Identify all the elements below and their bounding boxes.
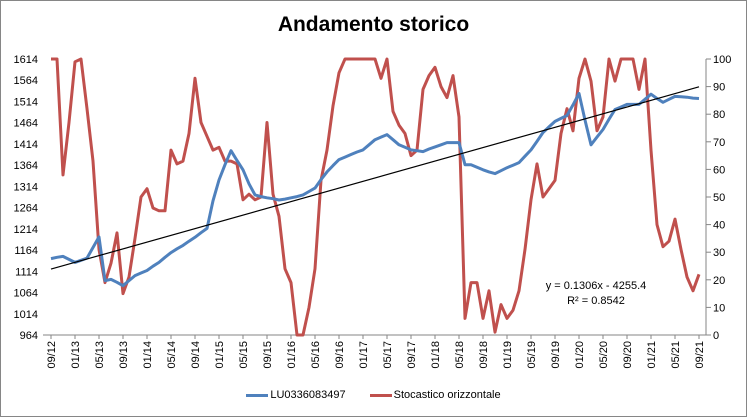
x-tick-label: 05/16 [310, 341, 322, 369]
series-line-stochastic [51, 57, 701, 337]
x-tick-label: 05/21 [670, 341, 682, 369]
x-tick-label: 09/14 [190, 341, 202, 369]
x-tick-label: 05/13 [94, 341, 106, 369]
legend-label: LU0336083497 [270, 389, 346, 401]
y-right-tick-label: 30 [713, 247, 725, 259]
legend-item-fund: LU0336083497 [246, 389, 346, 401]
y-left-tick-label: 1364 [14, 160, 38, 172]
y-left-tick-label: 1214 [14, 224, 38, 236]
trendline-r2-text: R² = 0.8542 [567, 295, 625, 307]
x-tick-label: 01/17 [358, 341, 370, 369]
y-left-tick-label: 1614 [14, 54, 38, 66]
y-left-tick-label: 964 [20, 330, 38, 342]
series-line-fund [50, 91, 700, 288]
y-right-tick-label: 40 [713, 220, 725, 232]
x-tick-label: 01/14 [142, 341, 154, 369]
x-tick-label: 01/15 [214, 341, 226, 369]
y-left-tick-label: 1464 [14, 118, 38, 130]
x-tick-label: 09/13 [118, 341, 130, 369]
y-left-tick-label: 1164 [14, 245, 38, 257]
x-tick-label: 05/20 [598, 341, 610, 369]
x-tick-label: 01/20 [574, 341, 586, 369]
y-left-tick-label: 1264 [14, 203, 38, 215]
y-right-tick-label: 100 [713, 54, 731, 66]
trendline [50, 86, 700, 270]
x-tick-label: 01/16 [286, 341, 298, 369]
x-tick-label: 01/18 [430, 341, 442, 369]
y-left-tick-label: 1114 [15, 266, 38, 278]
x-tick-label: 01/13 [70, 341, 82, 369]
y-left-tick-label: 1414 [14, 139, 38, 151]
y-left-tick-label: 1314 [14, 181, 38, 193]
y-right-tick-label: 90 [713, 82, 725, 94]
y-left-tick-label: 1064 [14, 288, 38, 300]
x-tick-label: 05/15 [238, 341, 250, 369]
legend-swatch-red [369, 393, 392, 397]
x-tick-label: 05/14 [166, 341, 178, 369]
y-right-tick-label: 70 [713, 137, 725, 149]
y-right-tick-label: 80 [713, 109, 725, 121]
legend-swatch-blue [246, 393, 269, 397]
x-tick-label: 01/19 [502, 341, 514, 369]
trendline-equation-text: y = 0.1306x - 4255.4 [545, 280, 647, 292]
x-tick-label: 09/15 [262, 341, 274, 369]
x-tick-label: 09/12 [46, 341, 58, 369]
trendline-equation: y = 0.1306x - 4255.4 R² = 0.8542 [531, 279, 661, 309]
x-tick-label: 05/17 [382, 341, 394, 369]
x-tick-label: 09/17 [406, 341, 418, 369]
y-left-tick-label: 1564 [14, 75, 38, 87]
x-tick-label: 09/20 [622, 341, 634, 369]
x-tick-label: 01/21 [646, 341, 658, 369]
legend-item-stochastic: Stocastico orizzontale [369, 389, 501, 401]
y-right-tick-label: 20 [713, 275, 725, 287]
y-left-tick-label: 1514 [14, 96, 38, 108]
x-tick-label: 09/21 [694, 341, 706, 369]
y-right-tick-label: 0 [713, 330, 719, 342]
y-right-tick-label: 60 [713, 164, 725, 176]
chart-title: Andamento storico [277, 13, 470, 36]
legend: LU0336083497 Stocastico orizzontale [1, 389, 746, 401]
x-tick-label: 05/19 [526, 341, 538, 369]
x-tick-label: 09/16 [334, 341, 346, 369]
y-left-tick-label: 1014 [14, 309, 38, 321]
x-tick-label: 09/19 [550, 341, 562, 369]
x-tick-label: 09/18 [478, 341, 490, 369]
legend-label: Stocastico orizzontale [393, 389, 501, 401]
y-right-tick-label: 10 [713, 302, 725, 314]
y-right-tick-label: 50 [713, 192, 725, 204]
x-tick-label: 05/18 [454, 341, 466, 369]
